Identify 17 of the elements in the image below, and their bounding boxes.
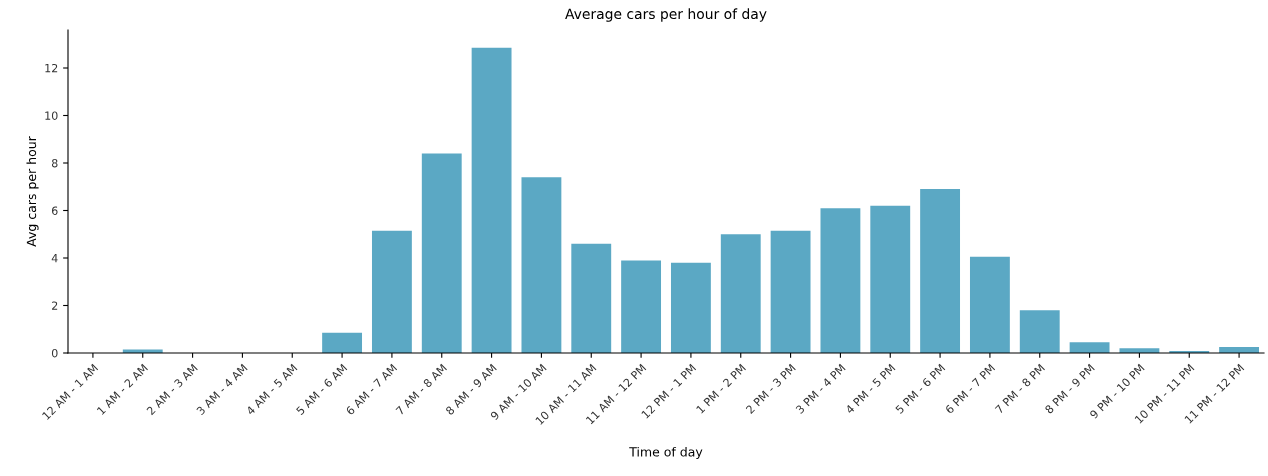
y-tick-label: 0 [51,348,58,358]
x-tick-label: 4 PM - 5 PM [845,363,896,415]
x-tick-label: 5 PM - 6 PM [894,363,946,415]
y-tick-label: 2 [52,301,58,310]
y-tick-label: 4 [51,254,58,263]
y-axis-title: Avg cars per hour [26,136,39,247]
chart-title: Average cars per hour of day [565,8,767,22]
x-axis-title: Time of day [629,446,703,459]
x-tick-label: 6 PM - 7 PM [944,363,996,415]
x-tick-label: 7 PM - 8 PM [994,363,1046,415]
y-tick-label: 6 [51,206,58,215]
y-tick-label: 12 [45,63,58,73]
x-tick-label: 2 PM - 3 PM [745,363,796,415]
y-tick-label: 10 [45,111,58,120]
y-tick-label: 8 [51,158,58,168]
x-tick-label: 3 PM - 4 PM [795,363,846,415]
x-tick-label: 1 PM - 2 PM [695,363,746,414]
